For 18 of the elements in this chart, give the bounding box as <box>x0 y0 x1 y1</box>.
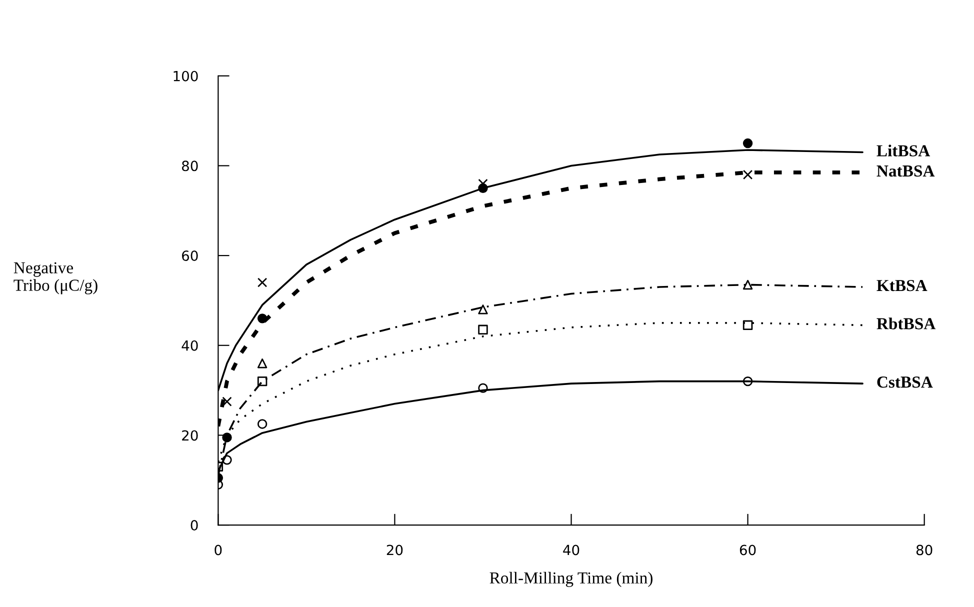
x-axis-title: Roll-Milling Time (min) <box>490 572 652 587</box>
series-label: CstBSA <box>877 376 933 388</box>
series-label: NatBSA <box>876 165 935 177</box>
y-tick-label: 0 <box>190 520 198 531</box>
x-tick-label: 80 <box>916 544 932 556</box>
y-tick-label: 80 <box>182 160 198 172</box>
y-tick-label: 100 <box>174 70 198 82</box>
x-tick-label: 60 <box>740 544 756 556</box>
x-tick-label: 40 <box>563 544 580 556</box>
y-axis-title: Negative Tribo (μC/g) <box>14 262 98 294</box>
y-tick-label: 60 <box>182 250 198 262</box>
series-label: RbtBSA <box>876 318 936 330</box>
series-label: KtBSA <box>876 280 928 292</box>
x-tick-label: 20 <box>386 544 403 556</box>
series-label: LitBSA <box>876 144 930 156</box>
y-tick-label: 20 <box>182 430 198 441</box>
x-tick-label: 0 <box>214 544 222 556</box>
y-tick-label: 40 <box>182 340 198 351</box>
